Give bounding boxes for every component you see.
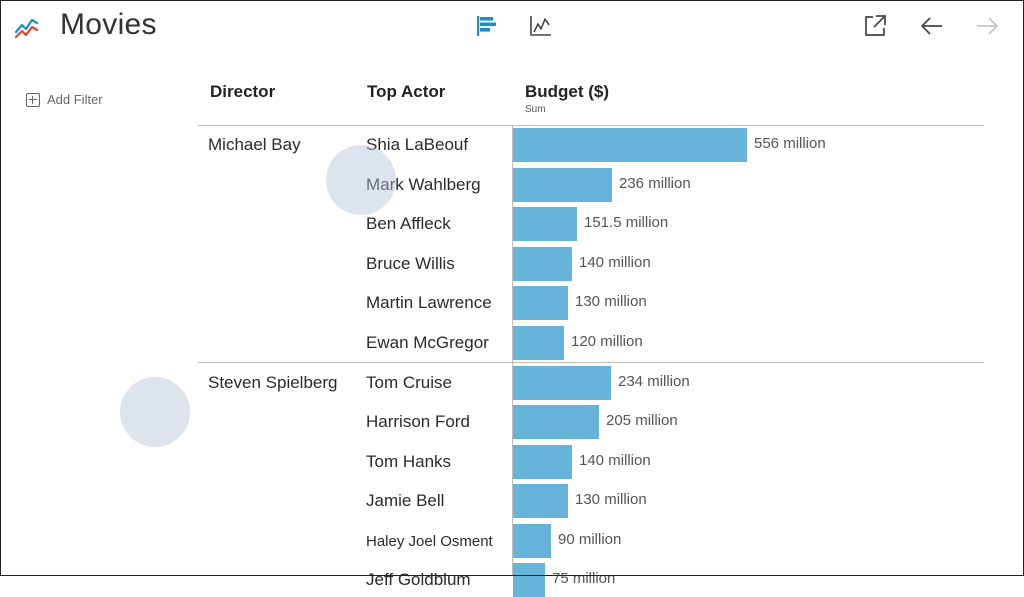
budget-aggregation-label: Sum [525,104,546,115]
column-header-actor[interactable]: Top Actor [367,82,446,101]
budget-bar[interactable] [513,523,551,558]
touch-indicator [120,377,190,447]
budget-bar[interactable] [513,246,572,281]
budget-value-label: 140 million [579,451,651,469]
column-header-director[interactable]: Director [210,82,276,101]
budget-value-label: 130 million [575,293,647,310]
budget-value-label: 234 million [618,372,690,390]
budget-value-label: 130 million [575,491,647,508]
budget-value-label: 556 million [754,135,826,152]
group-divider [198,361,984,363]
budget-value-label: 151.5 million [584,214,669,231]
budget-bar[interactable] [513,167,612,202]
add-filter-label: Add Filter [47,92,103,107]
bar-chart-view-icon[interactable] [474,13,500,39]
actor-name[interactable]: Ewan McGregor [366,332,489,352]
page-title: Movies [60,8,157,41]
director-name[interactable]: Michael Bay [208,135,301,154]
budget-bar[interactable] [513,484,568,518]
budget-bar[interactable] [513,563,545,597]
line-chart-view-icon[interactable] [528,13,554,39]
header-divider [198,125,984,126]
budget-value-label: 205 million [606,412,678,429]
actor-name[interactable]: Mark Wahlberg [366,174,481,194]
actor-name[interactable]: Jamie Bell [366,491,445,510]
budget-value-label: 120 million [571,332,643,350]
column-header-budget[interactable]: Budget ($) [525,82,610,101]
actor-name[interactable]: Jeff Goldblum [366,570,471,589]
actor-name[interactable]: Shia LaBeouf [366,135,469,154]
budget-value-label: 90 million [558,530,622,548]
bar-axis-line [512,125,513,576]
arrow-right-icon[interactable] [974,13,1000,39]
budget-bar[interactable] [513,128,747,162]
budget-bar[interactable] [513,325,564,360]
add-filter-button[interactable]: Add Filter [26,92,103,107]
actor-name[interactable]: Bruce Willis [366,253,455,273]
budget-value-label: 236 million [619,174,691,192]
budget-bar[interactable] [513,207,577,241]
actor-name[interactable]: Harrison Ford [366,412,470,431]
data-table: Michael Bay Shia LaBeouf 556 million Mark W… [198,125,984,597]
external-link-icon[interactable] [862,13,888,39]
budget-value-label: 140 million [579,253,651,271]
actor-name[interactable]: Tom Hanks [366,451,452,471]
budget-bar[interactable] [513,405,599,439]
actor-name[interactable]: Martin Lawrence [366,293,492,312]
arrow-left-icon[interactable] [919,13,945,39]
budget-bar[interactable] [513,444,572,479]
line-chart-logo-icon [14,18,39,39]
budget-value-label: 75 million [552,570,616,587]
budget-bar[interactable] [513,365,611,400]
actor-name[interactable]: Haley Joel Osment [366,532,493,550]
touch-indicator [326,145,396,215]
plus-box-icon [26,92,40,107]
actor-name[interactable]: Ben Affleck [366,214,451,233]
actor-name[interactable]: Tom Cruise [366,372,452,392]
budget-bar[interactable] [513,286,568,320]
director-name[interactable]: Steven Spielberg [208,372,338,392]
